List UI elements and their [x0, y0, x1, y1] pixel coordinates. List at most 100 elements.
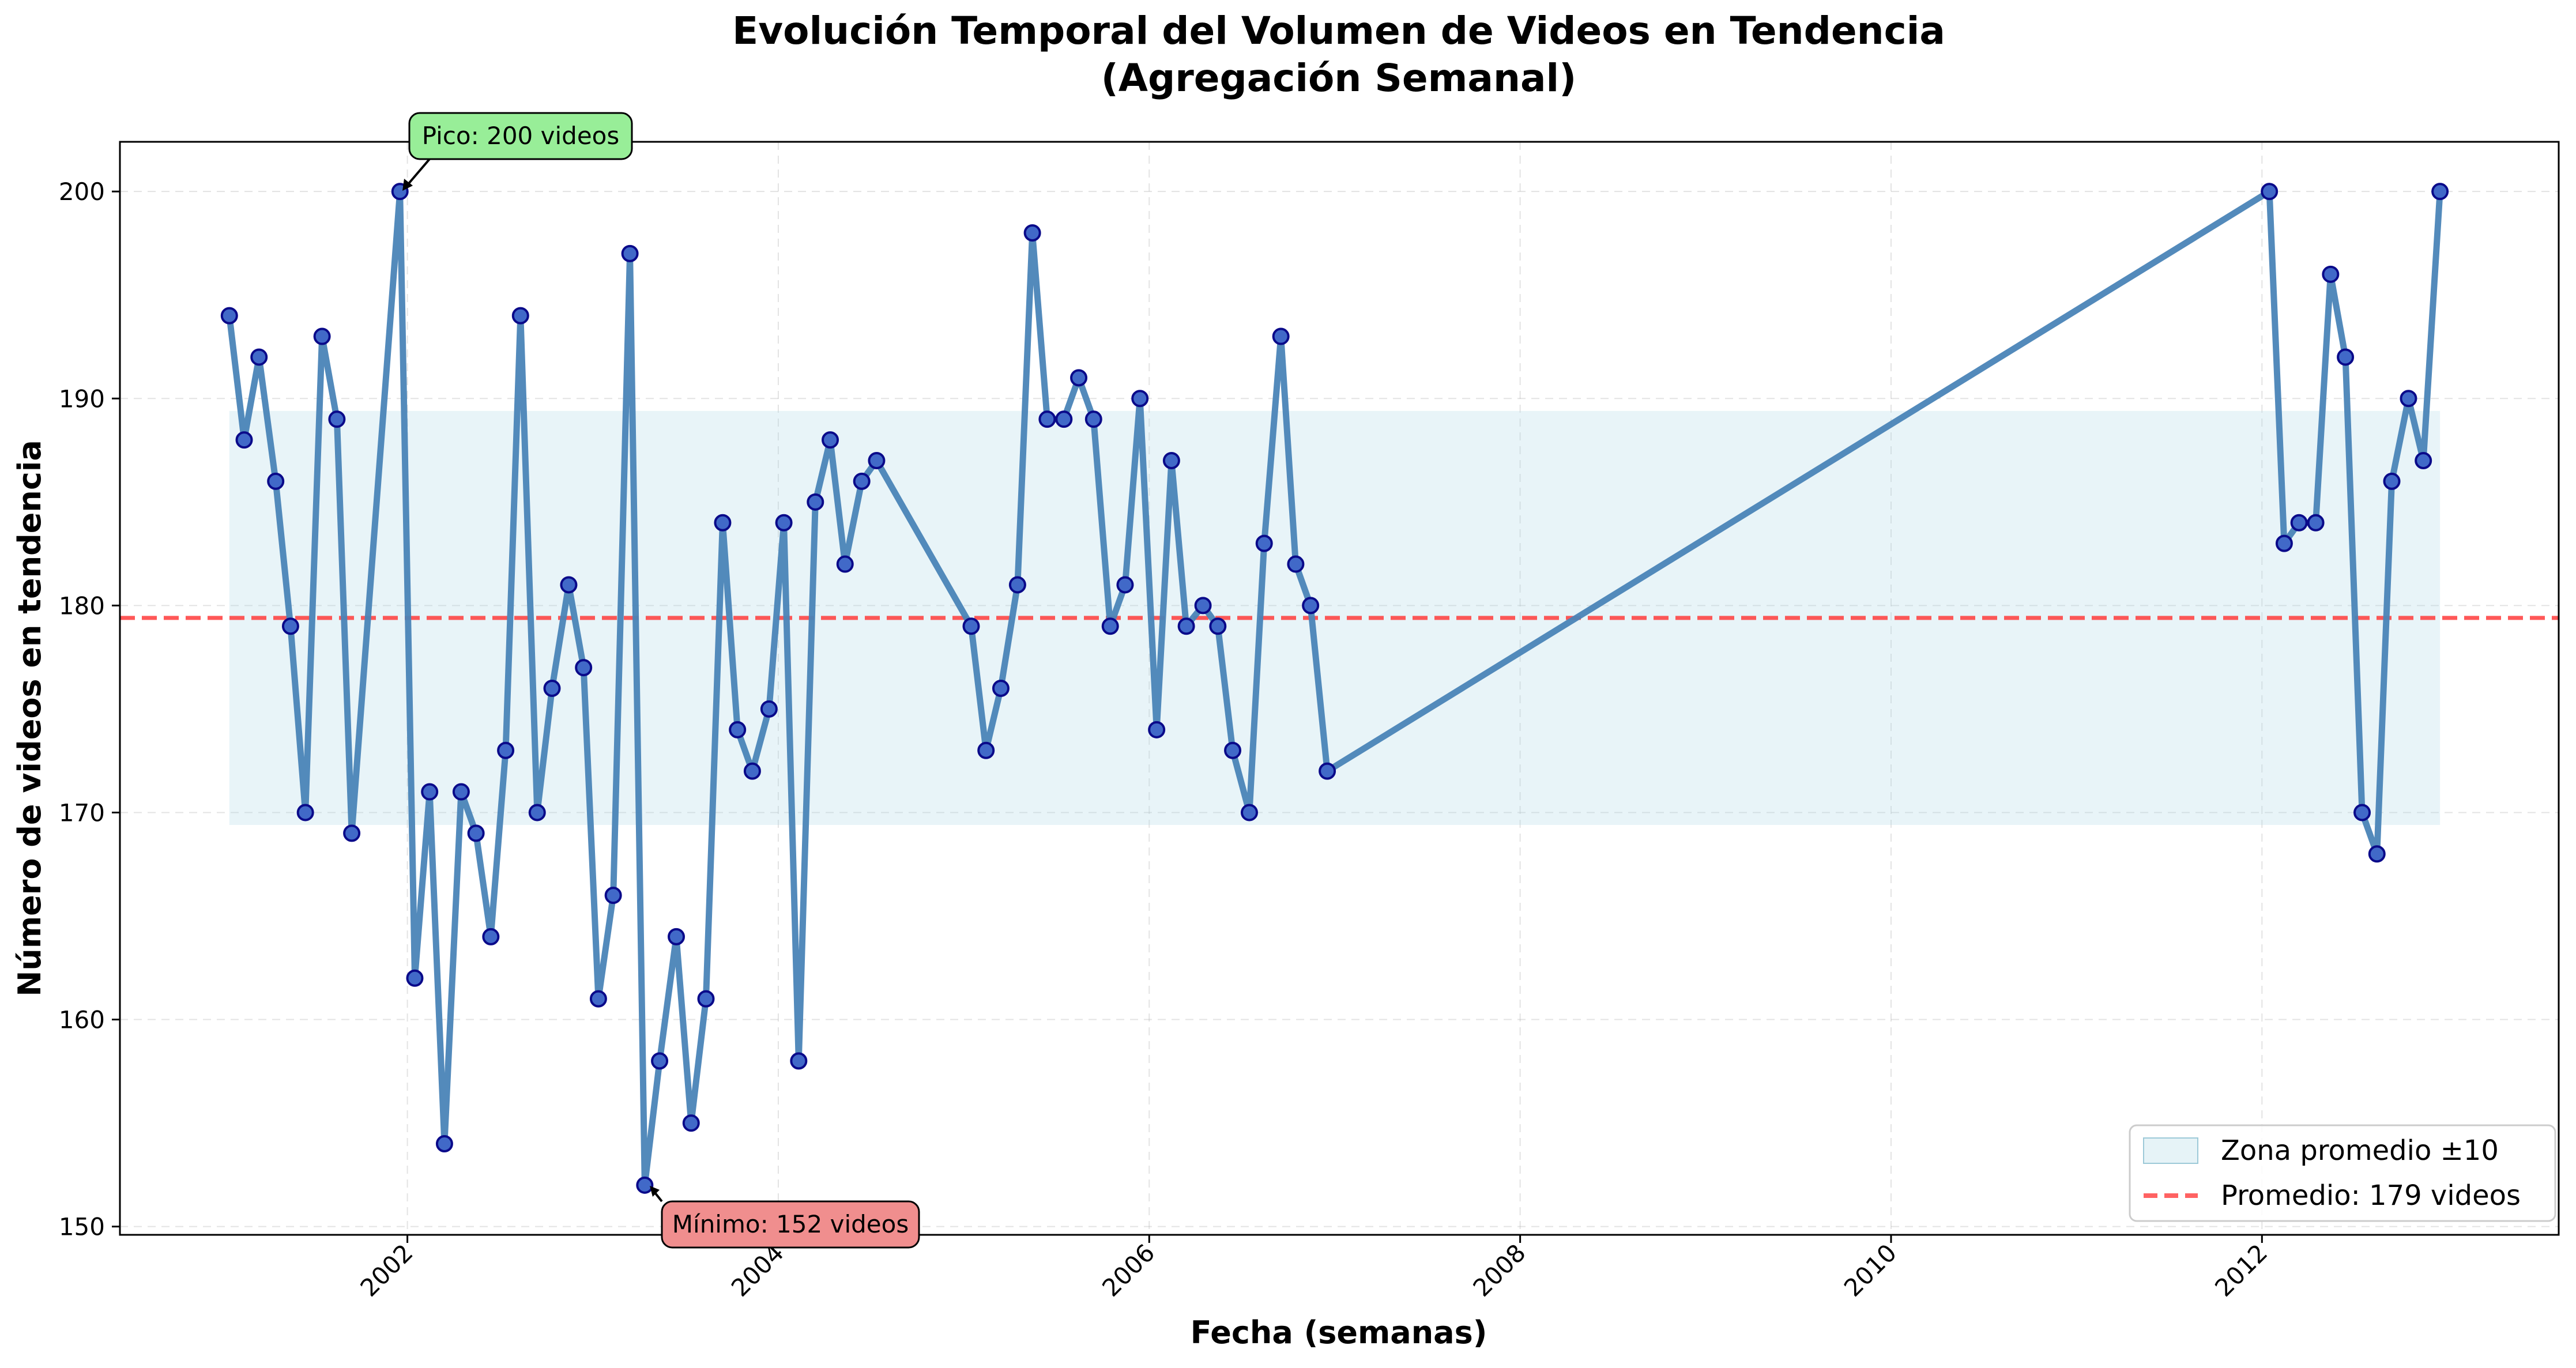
data-point	[1116, 576, 1134, 594]
data-point	[575, 659, 593, 677]
data-point	[1240, 804, 1258, 821]
data-point	[868, 452, 886, 469]
data-point	[2275, 534, 2293, 552]
data-point	[1038, 410, 1056, 428]
data-point	[250, 348, 268, 366]
data-point	[2290, 514, 2308, 532]
data-point	[743, 762, 761, 780]
peak-arrow-head	[402, 179, 413, 191]
data-point	[281, 617, 299, 635]
data-point	[235, 431, 253, 449]
data-point	[636, 1176, 654, 1194]
y-axis-label: Número de videos en tendencia	[12, 440, 48, 997]
data-point	[1023, 224, 1041, 242]
data-point	[1255, 534, 1273, 552]
data-point	[467, 824, 485, 842]
x-tick-label: 2008	[1467, 1238, 1531, 1302]
data-point	[807, 493, 824, 511]
data-point	[2431, 183, 2449, 201]
legend-frame	[2129, 1124, 2556, 1222]
data-point	[2322, 265, 2340, 283]
min-arrow-head	[650, 1186, 660, 1197]
y-tick-label: 150	[59, 1213, 105, 1241]
min-annotation-box	[661, 1200, 920, 1249]
x-axis-label: Fecha (semanas)	[1191, 1314, 1487, 1351]
data-point	[406, 969, 424, 987]
peak-annotation-text: Pico: 200 videos	[422, 122, 619, 150]
data-point	[1209, 617, 1227, 635]
data-point	[2400, 390, 2417, 408]
data-point	[2353, 804, 2371, 821]
data-point	[296, 804, 314, 821]
y-tick-label: 170	[59, 798, 105, 827]
y-tick-label: 180	[59, 591, 105, 620]
data-point	[1008, 576, 1026, 594]
data-point	[714, 514, 732, 532]
data-point	[313, 327, 331, 345]
data-point	[668, 928, 686, 945]
legend-band-label: Zona promedio ±10	[2221, 1135, 2499, 1167]
annotations: Pico: 200 videos Mínimo: 152 videos	[402, 112, 920, 1249]
data-point	[1070, 369, 1088, 387]
data-point	[589, 990, 607, 1008]
x-tick-label: 2002	[355, 1238, 418, 1302]
peak-annotation-arrow	[405, 158, 431, 188]
y-tick-label: 160	[59, 1006, 105, 1034]
data-point	[822, 431, 839, 449]
data-point	[621, 244, 639, 262]
data-point	[775, 514, 793, 532]
legend: Zona promedio ±10 Promedio: 179 videos	[2129, 1124, 2556, 1222]
data-point	[2261, 183, 2279, 201]
plot-frame	[119, 141, 2560, 1236]
data-point	[435, 1135, 453, 1152]
data-point	[836, 555, 854, 573]
data-point	[1319, 762, 1336, 780]
data-point	[651, 1052, 669, 1070]
data-point	[962, 617, 980, 635]
data-point	[1287, 555, 1305, 573]
data-point	[543, 680, 561, 697]
data-point	[511, 307, 529, 325]
data-point	[560, 576, 578, 594]
data-point	[421, 783, 439, 801]
data-point	[1194, 597, 1212, 615]
min-annotation-text: Mínimo: 152 videos	[672, 1210, 909, 1238]
x-tick-label: 2010	[1839, 1238, 1902, 1302]
data-point	[1272, 327, 1290, 345]
data-point	[760, 700, 778, 718]
data-point	[220, 307, 238, 325]
data-point	[790, 1052, 808, 1070]
y-tick-label: 190	[59, 385, 105, 413]
legend-mean-label: Promedio: 179 videos	[2221, 1179, 2521, 1212]
data-point	[2415, 452, 2432, 469]
data-point	[2383, 472, 2401, 490]
data-point	[528, 804, 546, 821]
peak-annotation-box	[408, 112, 633, 160]
data-point	[497, 741, 515, 759]
data-point	[682, 1114, 700, 1132]
data-point	[482, 928, 500, 945]
data-point	[1302, 597, 1320, 615]
data-point	[1131, 390, 1149, 408]
data-point	[2307, 514, 2325, 532]
x-tick-label: 2006	[1097, 1238, 1160, 1302]
data-point	[267, 472, 285, 490]
data-point	[1055, 410, 1073, 428]
data-point	[729, 721, 747, 738]
data-point	[1162, 452, 1180, 469]
data-point	[1177, 617, 1195, 635]
data-point	[992, 680, 1010, 697]
data-point	[343, 824, 361, 842]
data-point	[1101, 617, 1119, 635]
data-point	[1224, 741, 1242, 759]
y-tick-label: 200	[59, 178, 105, 206]
data-point	[1084, 410, 1102, 428]
data-point	[2368, 845, 2386, 863]
legend-band-swatch	[2143, 1137, 2198, 1164]
data-point	[1148, 721, 1166, 738]
data-point	[697, 990, 715, 1008]
chart-title: Evolución Temporal del Volumen de Videos…	[732, 9, 1945, 53]
chart-subtitle: (Agregación Semanal)	[1101, 56, 1577, 100]
data-point	[2337, 348, 2355, 366]
